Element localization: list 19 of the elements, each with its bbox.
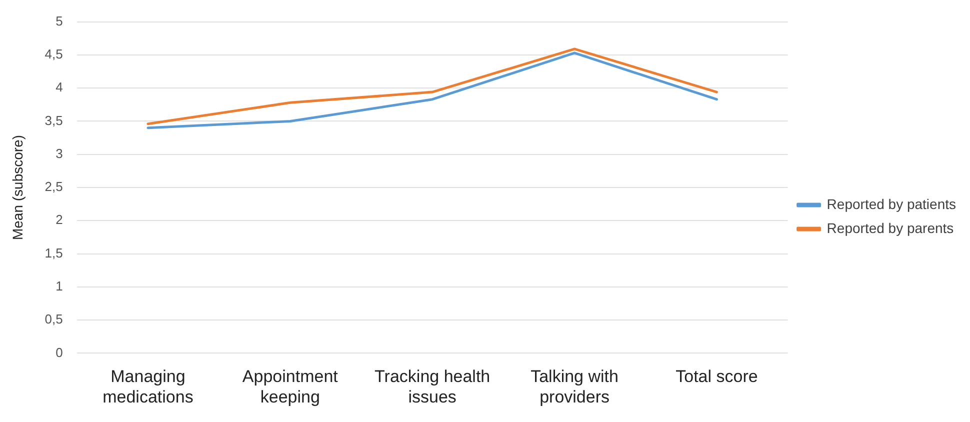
- x-tick-label: Tracking health issues: [374, 367, 490, 406]
- x-tick-label: Talking with providers: [530, 367, 618, 406]
- y-tick-label: 0: [56, 344, 63, 360]
- y-tick-label: 1,5: [44, 245, 63, 260]
- x-tick-label: Appointment keeping: [242, 367, 338, 406]
- legend-label: Reported by patients: [826, 196, 956, 212]
- y-axis-title: Mean (subscore): [9, 134, 26, 240]
- y-tick-label: 3,5: [44, 112, 63, 128]
- y-tick-label: 1: [56, 278, 63, 294]
- y-tick-label: 3: [56, 146, 63, 161]
- x-tick-label: Total score: [676, 367, 758, 386]
- y-tick-label: 0,5: [44, 312, 63, 327]
- y-tick-label: 5: [56, 13, 63, 28]
- legend-label: Reported by parents: [826, 220, 954, 236]
- y-tick-label: 2,5: [44, 179, 63, 194]
- y-tick-label: 2: [56, 212, 63, 228]
- x-tick-label: Managing medications: [102, 367, 194, 406]
- y-tick-label: 4: [56, 80, 63, 95]
- y-tick-label: 4,5: [44, 46, 63, 62]
